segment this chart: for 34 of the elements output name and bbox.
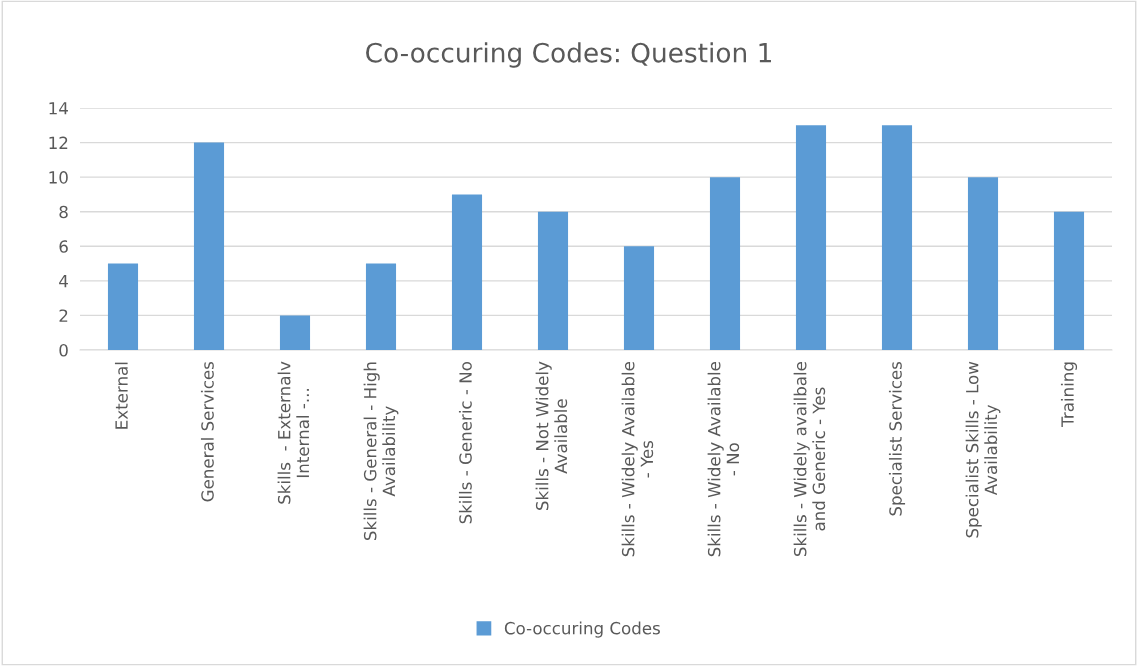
- x-tick-label: Specialist Services: [888, 361, 906, 516]
- x-tick-label: Skills - Generic - No: [458, 362, 472, 524]
- y-tick-label: 4: [59, 275, 68, 288]
- bar: [1053, 211, 1085, 350]
- x-tick-label: Skills - Widely Available - No: [707, 362, 740, 557]
- bar: [537, 211, 569, 350]
- x-tick-label: Skills - General - High Availability: [363, 362, 399, 541]
- x-tick-label: Skills - Externalv Internal -...: [277, 361, 310, 504]
- x-tick-label: Skills - Not Widely Available: [535, 361, 568, 510]
- bar: [881, 125, 913, 350]
- x-tick-label: Training: [1060, 362, 1078, 427]
- bar: [365, 263, 397, 350]
- y-tick-label: 12: [49, 136, 68, 149]
- y-tick-label: 6: [59, 240, 68, 253]
- bar: [709, 177, 741, 350]
- y-tick-label: 10: [49, 171, 68, 184]
- bar: [967, 177, 999, 350]
- y-tick-label: 14: [49, 102, 68, 115]
- y-tick-label: 2: [59, 309, 68, 322]
- legend-label: Co-occuring Codes: [504, 621, 660, 638]
- x-tick-label: Skills - Widely Available - Yes: [621, 362, 654, 557]
- bar: [451, 194, 483, 350]
- x-tick-label: Specialist Skills - Low Availability: [965, 361, 1001, 538]
- y-tick-label: 0: [59, 343, 68, 357]
- x-tick-label: External: [114, 362, 128, 429]
- x-tick-label: General Services: [200, 361, 214, 502]
- chart-title: Co-occuring Codes: Question 1: [366, 42, 771, 68]
- bar: [193, 142, 225, 350]
- bar: [107, 263, 139, 350]
- x-tick-label: Skills - Widely availbale and Generic - Yes: [793, 362, 826, 557]
- bar: [279, 315, 311, 350]
- bar: [623, 246, 655, 350]
- y-tick-label: 8: [59, 205, 68, 219]
- bar: [795, 125, 827, 350]
